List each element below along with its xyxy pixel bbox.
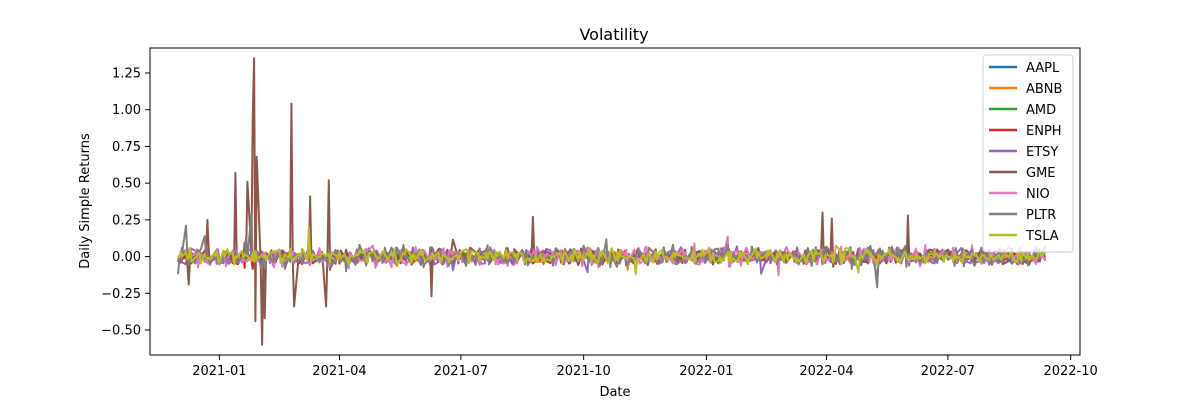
legend-label: NIO	[1026, 187, 1050, 202]
y-tick-label: 1.00	[112, 103, 141, 118]
x-tick-label: 2022-01	[679, 364, 733, 379]
y-tick-label: 0.25	[112, 213, 141, 228]
legend-label: ETSY	[1026, 145, 1058, 160]
x-tick-label: 2021-10	[556, 364, 610, 379]
x-axis: 2021-01 2021-04 2021-07 2021-10 2022-01 2022-…	[192, 355, 1098, 379]
x-tick-label: 2022-04	[799, 364, 853, 379]
x-tick-label: 2022-10	[1043, 364, 1097, 379]
series-line-gme	[177, 57, 1047, 346]
y-tick-label: 0.75	[112, 140, 141, 155]
x-tick-label: 2021-01	[192, 364, 246, 379]
legend: AAPL ABNB AMD ENPH ETSY GME NIO PLTR TSLA	[982, 54, 1074, 253]
chart-title: Volatility	[579, 25, 648, 44]
x-tick-label: 2021-07	[434, 364, 488, 379]
x-tick-label: 2022-07	[921, 364, 975, 379]
legend-label: AMD	[1026, 103, 1056, 118]
y-tick-label: 1.25	[112, 66, 141, 81]
x-axis-label: Date	[599, 385, 630, 400]
plot-frame	[149, 47, 1081, 356]
legend-label: ABNB	[1026, 82, 1062, 97]
legend-label: TSLA	[1025, 229, 1059, 244]
legend-label: PLTR	[1026, 208, 1056, 223]
y-axis-label: Daily Simple Returns	[78, 133, 93, 269]
series-line-tsla	[177, 226, 1046, 276]
y-tick-label: 0.50	[112, 177, 141, 192]
y-axis: −0.50 −0.25 0.00 0.25 0.50 0.75 1.00 1.25	[101, 66, 150, 339]
y-tick-label: −0.50	[101, 324, 141, 339]
y-tick-label: 0.00	[112, 250, 141, 265]
plot-area	[177, 57, 1047, 346]
x-tick-label: 2021-04	[312, 364, 366, 379]
legend-label: ENPH	[1026, 124, 1062, 139]
legend-label: AAPL	[1026, 61, 1060, 76]
series-line-pltr	[177, 213, 1047, 289]
legend-box	[982, 54, 1074, 253]
legend-label: GME	[1026, 166, 1056, 181]
y-tick-label: −0.25	[101, 287, 141, 302]
